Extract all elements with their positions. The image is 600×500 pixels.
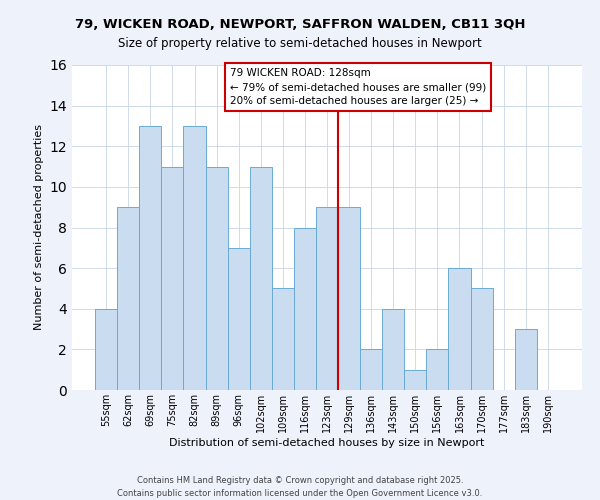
- Bar: [382, 308, 404, 390]
- Text: Contains public sector information licensed under the Open Government Licence v3: Contains public sector information licen…: [118, 489, 482, 498]
- Bar: [272, 288, 294, 390]
- Bar: [95, 308, 117, 390]
- Text: 79, WICKEN ROAD, NEWPORT, SAFFRON WALDEN, CB11 3QH: 79, WICKEN ROAD, NEWPORT, SAFFRON WALDEN…: [75, 18, 525, 30]
- Bar: [338, 207, 360, 390]
- Text: 79 WICKEN ROAD: 128sqm
← 79% of semi-detached houses are smaller (99)
20% of sem: 79 WICKEN ROAD: 128sqm ← 79% of semi-det…: [230, 68, 486, 106]
- Bar: [404, 370, 427, 390]
- Bar: [184, 126, 206, 390]
- Bar: [316, 207, 338, 390]
- Text: Contains HM Land Registry data © Crown copyright and database right 2025.: Contains HM Land Registry data © Crown c…: [137, 476, 463, 485]
- Bar: [161, 166, 184, 390]
- Y-axis label: Number of semi-detached properties: Number of semi-detached properties: [34, 124, 44, 330]
- Bar: [139, 126, 161, 390]
- X-axis label: Distribution of semi-detached houses by size in Newport: Distribution of semi-detached houses by …: [169, 438, 485, 448]
- Bar: [117, 207, 139, 390]
- Bar: [427, 350, 448, 390]
- Bar: [448, 268, 470, 390]
- Bar: [250, 166, 272, 390]
- Bar: [206, 166, 227, 390]
- Bar: [294, 228, 316, 390]
- Text: Size of property relative to semi-detached houses in Newport: Size of property relative to semi-detach…: [118, 38, 482, 51]
- Bar: [515, 329, 537, 390]
- Bar: [227, 248, 250, 390]
- Bar: [470, 288, 493, 390]
- Bar: [360, 350, 382, 390]
